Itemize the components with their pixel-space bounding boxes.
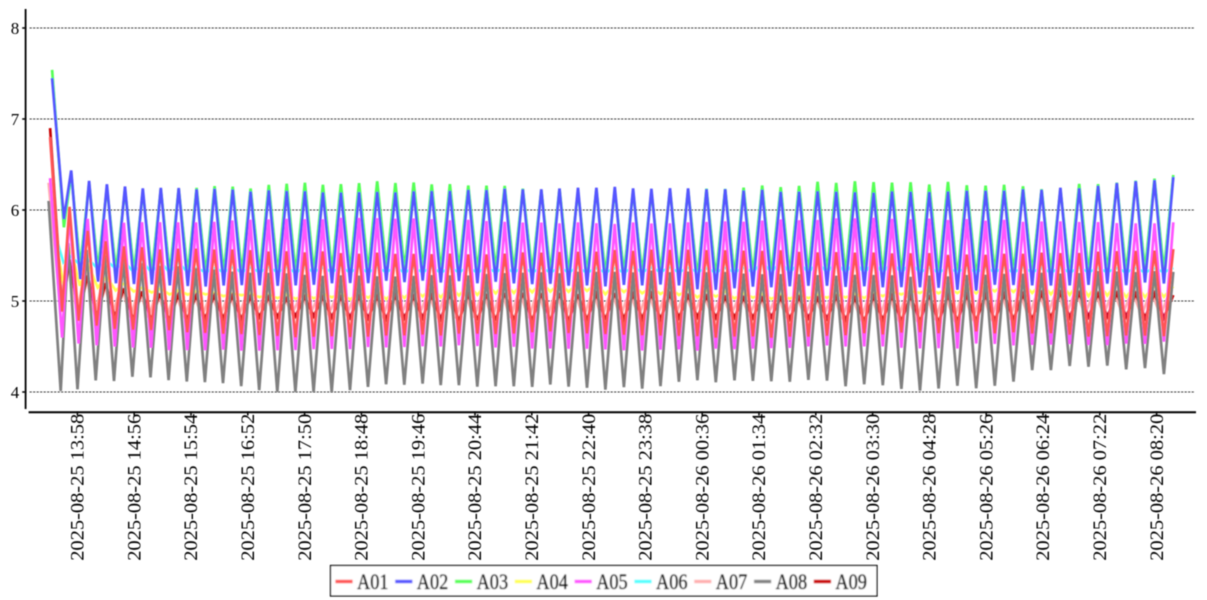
svg-text:2025-08-26 05:26: 2025-08-26 05:26	[977, 414, 997, 561]
svg-text:2025-08-26 08:20: 2025-08-26 08:20	[1148, 414, 1168, 561]
svg-text:2025-08-25 19:46: 2025-08-25 19:46	[409, 414, 429, 561]
svg-text:A02: A02	[417, 569, 449, 594]
svg-text:5: 5	[11, 292, 20, 311]
svg-text:2025-08-25 13:58: 2025-08-25 13:58	[69, 414, 89, 561]
svg-text:2025-08-25 20:44: 2025-08-25 20:44	[466, 414, 486, 561]
svg-text:7: 7	[11, 110, 20, 129]
svg-text:2025-08-26 02:32: 2025-08-26 02:32	[807, 414, 827, 561]
svg-text:2025-08-25 16:52: 2025-08-25 16:52	[239, 414, 259, 561]
svg-text:8: 8	[11, 19, 20, 38]
svg-text:A01: A01	[357, 569, 389, 594]
svg-text:A03: A03	[477, 569, 509, 594]
svg-text:2025-08-25 15:54: 2025-08-25 15:54	[182, 414, 202, 561]
svg-text:A04: A04	[536, 569, 568, 594]
svg-text:4: 4	[11, 383, 20, 402]
svg-text:2025-08-25 22:40: 2025-08-25 22:40	[580, 414, 600, 561]
svg-text:2025-08-26 04:28: 2025-08-26 04:28	[921, 414, 941, 561]
svg-text:2025-08-26 03:30: 2025-08-26 03:30	[864, 414, 884, 561]
svg-text:2025-08-26 00:36: 2025-08-26 00:36	[693, 414, 713, 561]
svg-text:A06: A06	[656, 569, 688, 594]
svg-text:A07: A07	[716, 569, 748, 594]
svg-text:2025-08-26 01:34: 2025-08-26 01:34	[750, 414, 770, 561]
svg-text:2025-08-25 18:48: 2025-08-25 18:48	[353, 414, 373, 561]
svg-text:2025-08-25 14:56: 2025-08-25 14:56	[125, 414, 145, 561]
svg-text:A08: A08	[776, 569, 808, 594]
svg-text:A05: A05	[596, 569, 628, 594]
svg-text:2025-08-25 21:42: 2025-08-25 21:42	[523, 414, 543, 561]
svg-text:2025-08-25 23:38: 2025-08-25 23:38	[637, 414, 657, 561]
svg-text:6: 6	[11, 201, 20, 220]
svg-text:2025-08-25 17:50: 2025-08-25 17:50	[296, 414, 316, 561]
svg-text:A09: A09	[835, 569, 867, 594]
svg-text:2025-08-26 06:24: 2025-08-26 06:24	[1034, 414, 1054, 561]
svg-text:2025-08-26 07:22: 2025-08-26 07:22	[1091, 414, 1111, 561]
